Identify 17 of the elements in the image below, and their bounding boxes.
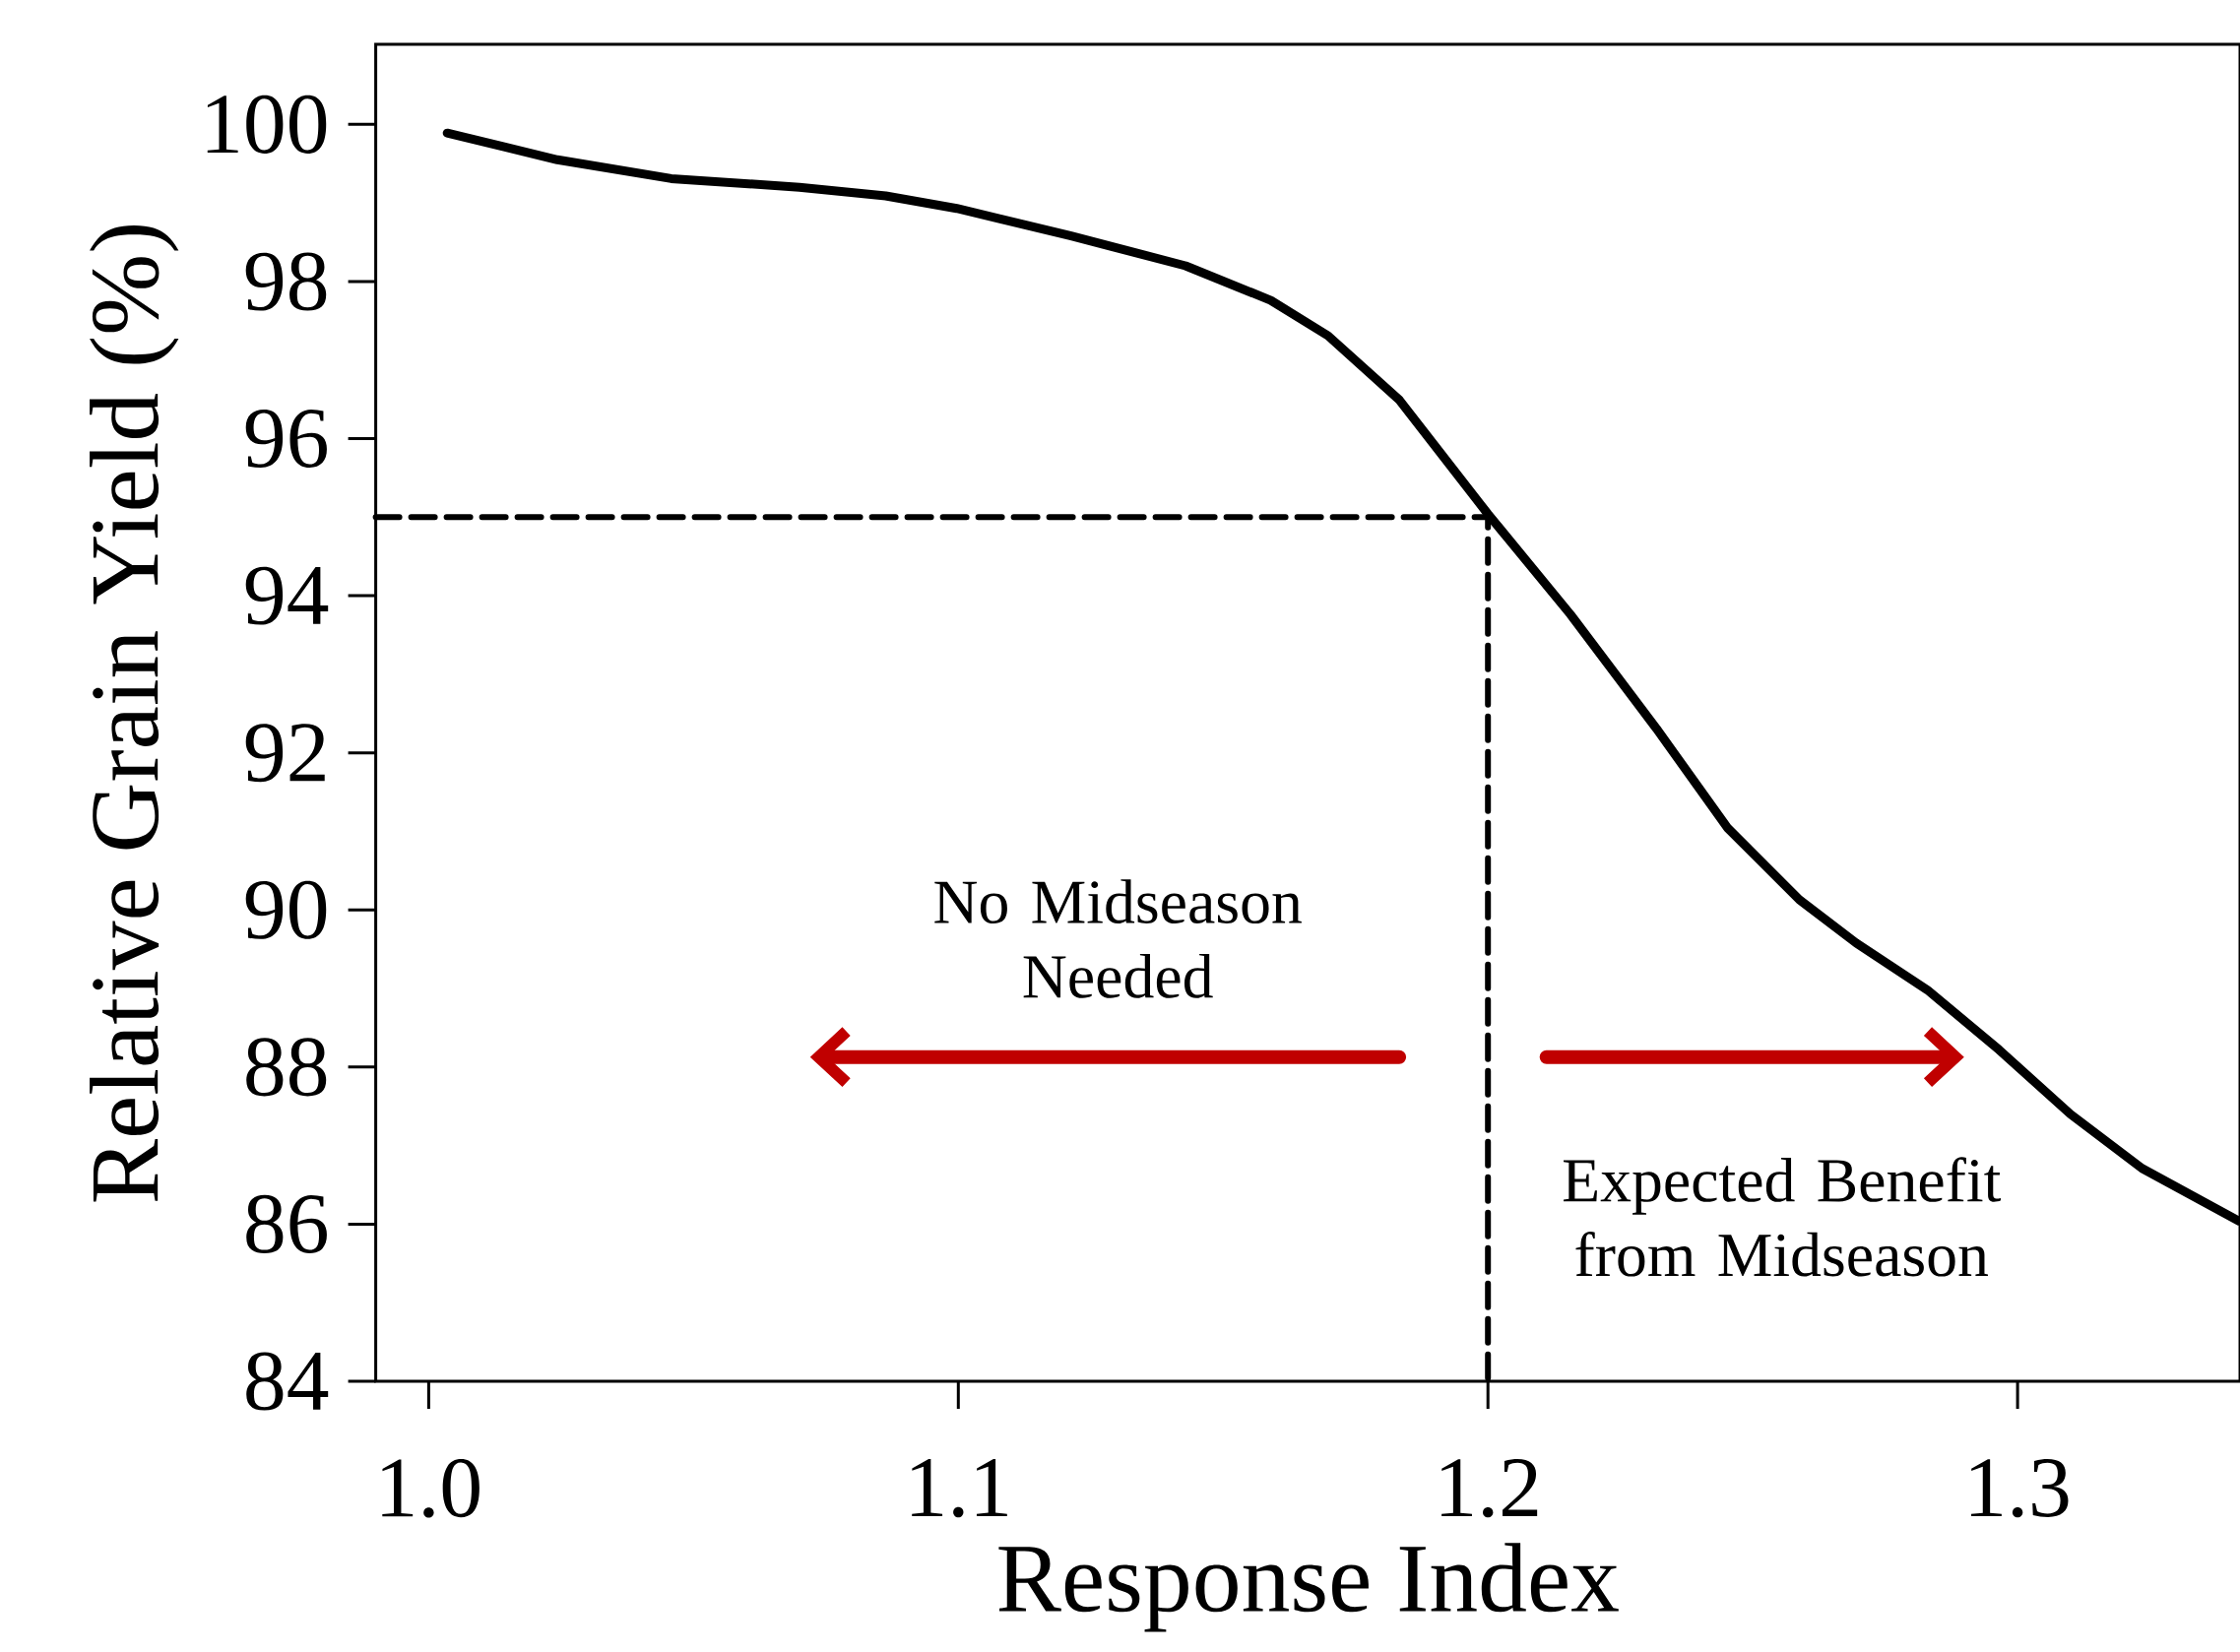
y-tick-label: 88: [246, 1038, 327, 1097]
annotation: Expected Benefit from Midseason: [1564, 1157, 2001, 1277]
y-tick-label: 96: [245, 410, 327, 468]
y-axis-title: Relative Grain Yield (%): [90, 224, 179, 1202]
x-tick-label: 1.0: [382, 1459, 480, 1518]
y-tick-label: 84: [246, 1352, 329, 1411]
x-tick-label: 1.1: [912, 1459, 1007, 1518]
x-tick-label: 1.2: [1441, 1459, 1538, 1518]
y-tick-label: 90: [245, 880, 327, 939]
x-tick-label: 1.3: [1971, 1459, 2069, 1518]
y-tick-label: 100: [207, 95, 327, 154]
y-tick-label: 92: [245, 724, 325, 783]
y-tick-label: 86: [246, 1194, 327, 1253]
y-tick-label: 94: [245, 566, 329, 625]
annotation: No Midseason Needed: [934, 879, 1302, 998]
y-tick-label: 98: [245, 252, 327, 311]
x-axis-title: Response Index: [998, 1543, 1619, 1632]
